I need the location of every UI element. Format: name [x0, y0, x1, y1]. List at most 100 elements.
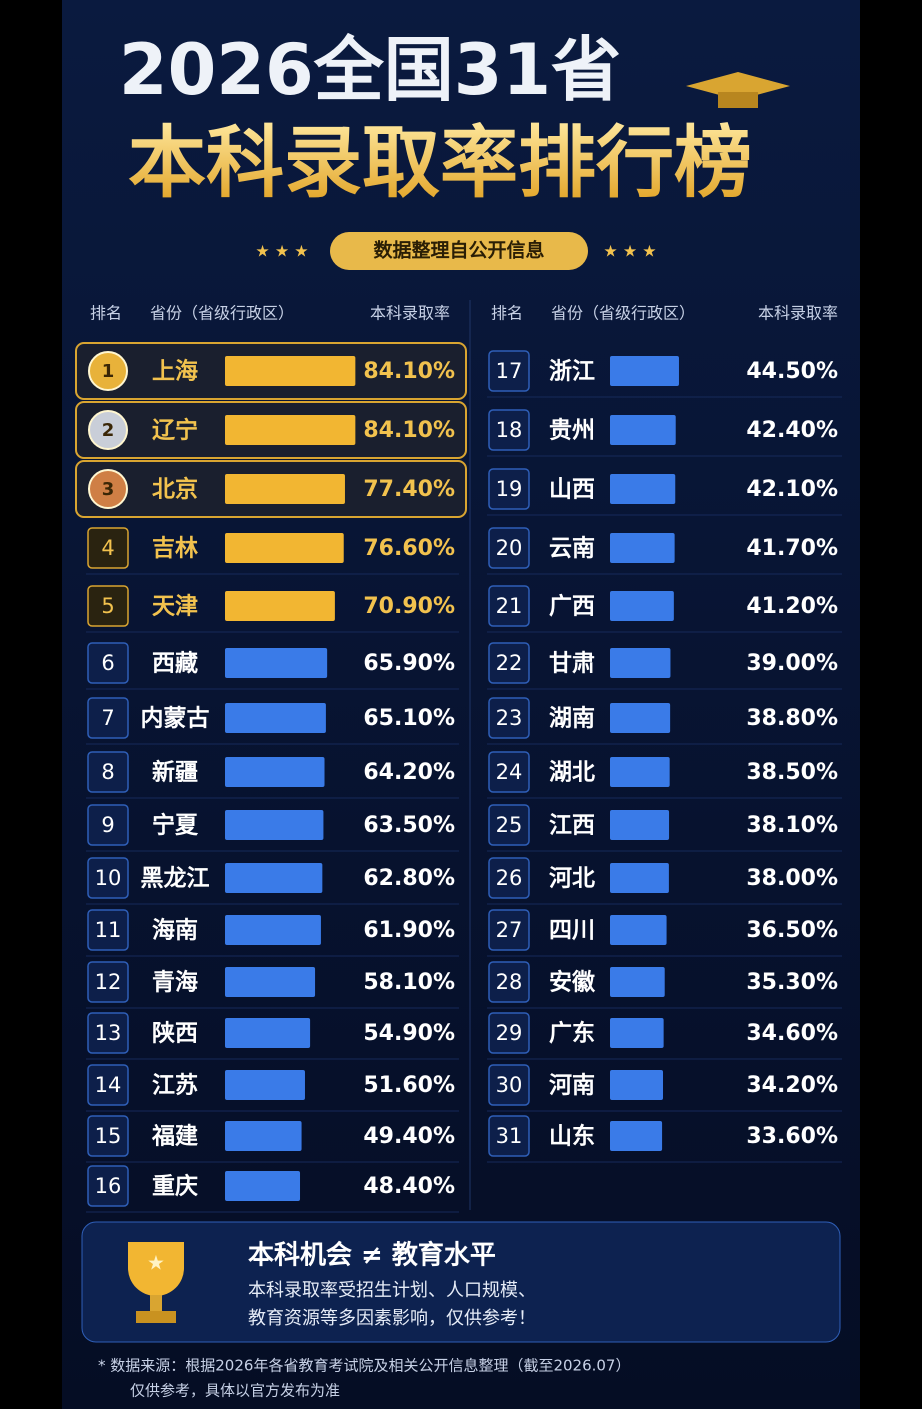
value-label: 63.50% — [363, 813, 455, 838]
bar — [610, 757, 670, 787]
province: 陕西 — [152, 1020, 198, 1047]
rank-box — [488, 1012, 530, 1054]
rank-box — [87, 1115, 129, 1157]
banner: 数据整理自公开信息 — [373, 239, 544, 262]
province: 甘肃 — [549, 651, 595, 677]
province: 广西 — [549, 593, 595, 620]
source: 仅供参考，具体以官方发布为准 — [130, 1382, 340, 1400]
rank: 30 — [496, 1073, 523, 1097]
value-label: 42.40% — [746, 418, 838, 443]
bar — [610, 967, 665, 997]
rank-box — [488, 409, 530, 451]
trophy: ★ — [128, 1242, 184, 1323]
rank: 14 — [95, 1073, 122, 1097]
rank: 29 — [496, 1021, 523, 1045]
rank: 17 — [496, 359, 523, 383]
value-label: 42.10% — [746, 477, 838, 502]
province: 江苏 — [152, 1073, 198, 1099]
province: 江西 — [549, 813, 595, 839]
bar — [610, 415, 676, 445]
province: 天津 — [152, 593, 198, 620]
medal — [88, 410, 128, 450]
value-label: 62.80% — [363, 866, 455, 891]
rank-box — [87, 909, 129, 951]
rank-box — [87, 1165, 129, 1207]
rank: 7 — [101, 706, 114, 730]
column-header: 本科录取率 — [758, 304, 838, 323]
title: 2026全国31省 — [119, 29, 621, 111]
column-header: 排名 — [90, 304, 122, 323]
value-label: 77.40% — [363, 477, 455, 502]
value-label: 58.10% — [363, 970, 455, 995]
rank: 31 — [496, 1124, 523, 1148]
bar — [225, 915, 321, 945]
rank-box — [488, 697, 530, 739]
bar — [225, 703, 326, 733]
bar — [610, 1018, 664, 1048]
province: 山西 — [549, 477, 595, 503]
bar — [225, 356, 356, 386]
bar — [610, 915, 667, 945]
rank: 18 — [496, 418, 523, 442]
bar — [610, 1070, 664, 1100]
value-label: 44.50% — [746, 359, 838, 384]
rank: 25 — [496, 813, 523, 837]
rank: 9 — [101, 813, 114, 837]
rank: 26 — [496, 866, 523, 890]
province: 贵州 — [549, 418, 595, 444]
province: 辽宁 — [152, 417, 198, 444]
medal — [88, 351, 128, 391]
column-header: 排名 — [491, 304, 523, 323]
value-label: 38.00% — [746, 866, 838, 891]
value-label: 84.10% — [363, 359, 455, 384]
bar — [225, 1121, 302, 1151]
province: 宁夏 — [152, 812, 199, 839]
bar — [225, 1171, 301, 1201]
rank: 6 — [101, 651, 114, 675]
bar — [225, 1018, 311, 1048]
province: 青海 — [152, 969, 198, 996]
bar — [610, 356, 679, 386]
rank: 19 — [496, 477, 523, 501]
province: 吉林 — [152, 535, 198, 562]
value-label: 61.90% — [363, 918, 455, 943]
rank: 4 — [101, 536, 114, 560]
svg-text:★: ★ — [147, 1251, 165, 1275]
province: 四川 — [549, 918, 595, 944]
rank: 2 — [102, 420, 115, 441]
value-label: 38.80% — [746, 706, 838, 731]
rank-box — [87, 642, 129, 684]
rank-box — [488, 857, 530, 899]
bar — [225, 415, 356, 445]
column-header: 省份（省级行政区） — [150, 304, 294, 323]
value-label: 34.60% — [746, 1021, 838, 1046]
bar — [610, 474, 676, 504]
bar — [225, 533, 344, 563]
province: 湖南 — [549, 706, 595, 732]
column-header: 省份（省级行政区） — [551, 304, 695, 323]
bar — [225, 591, 335, 621]
rank: 28 — [496, 970, 523, 994]
column-header: 本科录取率 — [370, 304, 450, 323]
rank: 15 — [95, 1124, 122, 1148]
bar — [225, 648, 328, 678]
bar — [610, 1121, 663, 1151]
value-label: 51.60% — [363, 1073, 455, 1098]
source: * 数据来源：根据2026年各省教育考试院及相关公开信息整理（截至2026.07… — [98, 1357, 630, 1375]
rank: 16 — [95, 1174, 122, 1198]
province: 河南 — [549, 1073, 595, 1099]
province: 湖北 — [549, 760, 595, 786]
value-label: 65.90% — [363, 651, 455, 676]
province: 北京 — [152, 476, 198, 503]
province: 新疆 — [152, 759, 198, 786]
rank-box — [488, 642, 530, 684]
province: 福建 — [151, 1124, 198, 1150]
note-title: 本科机会 ≠ 教育水平 — [248, 1240, 496, 1271]
value-label: 38.50% — [746, 760, 838, 785]
rank: 13 — [95, 1021, 122, 1045]
bar — [225, 1070, 305, 1100]
bar — [610, 648, 671, 678]
bar — [610, 591, 674, 621]
rank-box — [488, 527, 530, 569]
province: 山东 — [549, 1123, 595, 1150]
